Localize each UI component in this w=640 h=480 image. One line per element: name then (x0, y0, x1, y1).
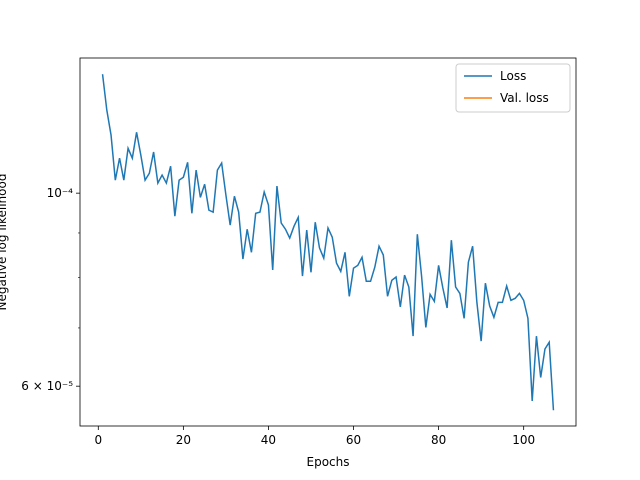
legend-label: Loss (500, 69, 526, 83)
y-tick-label: 6 × 10⁻⁵ (21, 379, 73, 393)
loss-line (101, 74, 555, 411)
x-tick-label: 0 (94, 433, 102, 447)
x-tick-label: 20 (176, 433, 191, 447)
y-tick-label: 10⁻⁴ (47, 186, 74, 200)
x-tick-label: 100 (512, 433, 535, 447)
axes-frame (79, 57, 577, 427)
x-axis-label: Epochs (307, 455, 350, 469)
x-tick-label: 80 (431, 433, 446, 447)
x-tick-label: 40 (261, 433, 276, 447)
legend-label: Val. loss (500, 91, 549, 105)
x-tick-label: 60 (346, 433, 361, 447)
y-axis-label: Negative log likelihood (0, 174, 9, 311)
